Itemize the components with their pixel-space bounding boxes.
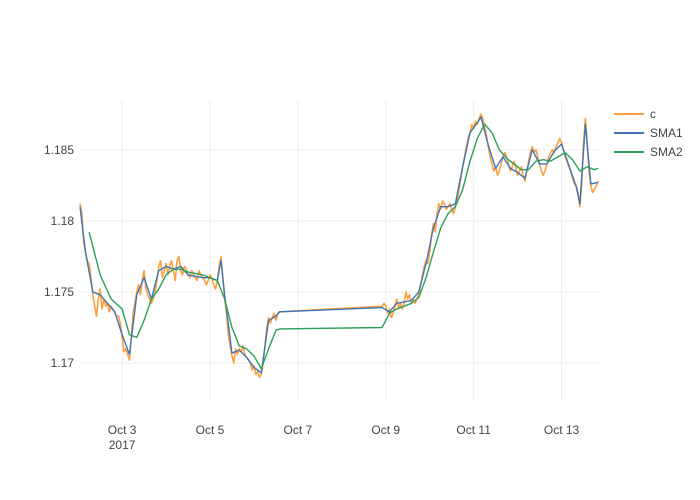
legend-label: SMA1 [650,126,683,140]
legend-label: SMA2 [650,145,683,159]
x-tick-sublabel: 2017 [109,438,136,452]
y-tick-label: 1.185 [44,143,74,157]
x-tick-label: Oct 9 [371,423,400,437]
x-tick-label: Oct 3 [108,423,137,437]
x-tick-label: Oct 7 [284,423,313,437]
x-tick-label: Oct 5 [196,423,225,437]
legend-label: c [650,107,656,121]
x-tick-label: Oct 11 [456,423,491,437]
y-tick-label: 1.18 [51,214,75,228]
x-tick-label: Oct 13 [544,423,580,437]
y-tick-label: 1.17 [51,356,75,370]
y-tick-label: 1.175 [44,285,74,299]
